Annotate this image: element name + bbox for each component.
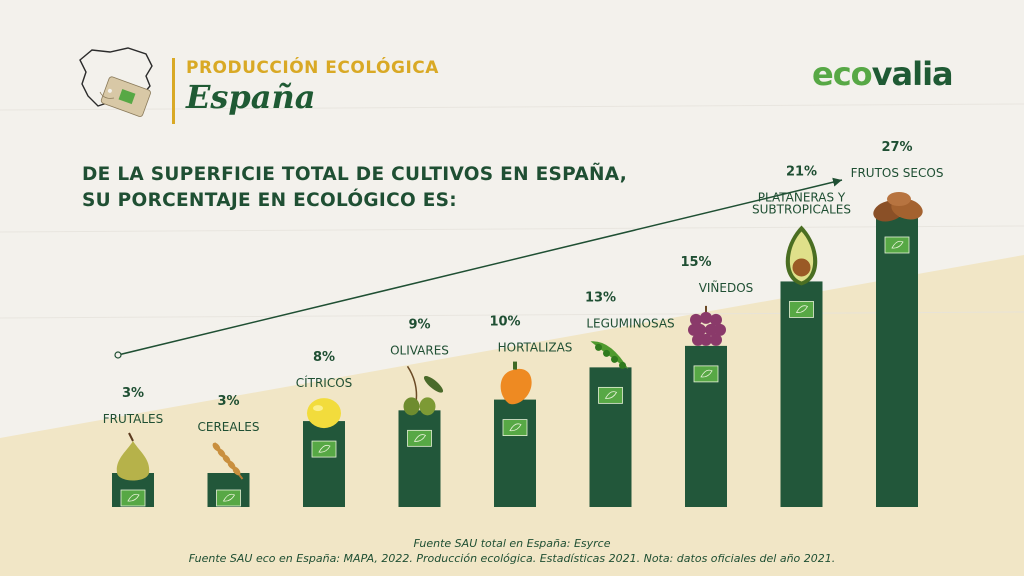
source-note-2: Fuente SAU eco en España: MAPA, 2022. Pr… xyxy=(188,552,836,565)
value-label: 3% xyxy=(122,386,144,401)
category-label: SUBTROPICALES xyxy=(752,202,851,216)
value-label: 21% xyxy=(786,164,817,179)
source-note-1: Fuente SAU total en España: Esyrce xyxy=(413,537,611,550)
spain-map-tag-icon xyxy=(79,47,153,117)
value-label: 3% xyxy=(217,394,239,409)
peas-icon xyxy=(590,341,629,370)
header-title: PRODUCCIÓN ECOLÓGICA xyxy=(186,58,439,78)
bar xyxy=(494,399,536,507)
wheat-icon xyxy=(212,442,244,480)
headline: DE LA SUPERFICIE TOTAL DE CULTIVOS EN ES… xyxy=(82,162,682,214)
bar-group: OLIVARES 9% xyxy=(390,317,449,507)
eu-organic-leaf-icon xyxy=(693,365,719,383)
value-label: 13% xyxy=(585,290,616,305)
eu-organic-leaf-icon xyxy=(120,489,146,507)
category-label: PLATANERAS Y xyxy=(758,190,846,204)
headline-line1: DE LA SUPERFICIE TOTAL DE CULTIVOS EN ES… xyxy=(82,164,628,185)
bar xyxy=(876,217,918,507)
category-label: FRUTOS SECOS xyxy=(851,166,944,180)
headline-line2: SU PORCENTAJE EN ECOLÓGICO ES: xyxy=(82,190,458,211)
category-label: OLIVARES xyxy=(390,343,449,357)
bar-group: VIÑEDOS 15% xyxy=(680,255,753,507)
bar-group: FRUTALES 3% xyxy=(103,386,164,507)
bar xyxy=(303,421,345,507)
grapes-icon xyxy=(688,305,726,346)
bar-group: CEREALES 3% xyxy=(198,394,260,507)
header-subtitle: España xyxy=(186,78,316,116)
bar-group: FRUTOS SECOS 27% xyxy=(851,140,944,507)
eu-organic-leaf-icon xyxy=(407,429,432,447)
bar-group: CÍTRICOS 8% xyxy=(296,350,353,507)
brand-logo-part2: valia xyxy=(871,55,954,93)
eu-organic-leaf-icon xyxy=(884,236,910,254)
trend-arrow xyxy=(114,177,843,359)
bar xyxy=(780,281,823,507)
category-label: FRUTALES xyxy=(103,412,164,426)
pear-icon xyxy=(116,432,150,481)
avocado-icon xyxy=(785,225,818,286)
category-label: VIÑEDOS xyxy=(699,280,754,295)
brand-logo: ecovalia xyxy=(812,55,954,93)
eu-organic-leaf-icon xyxy=(789,301,814,318)
bar-group: HORTALIZAS 10% xyxy=(489,315,572,507)
lemon-icon xyxy=(307,398,341,429)
bar-group: LEGUMINOSAS 13% xyxy=(585,290,675,507)
category-label: LEGUMINOSAS xyxy=(586,316,674,330)
category-label: HORTALIZAS xyxy=(498,341,573,355)
value-label: 15% xyxy=(680,255,711,270)
category-label: CÍTRICOS xyxy=(296,375,353,390)
olives-icon xyxy=(403,365,444,416)
almonds-icon xyxy=(873,192,923,222)
eu-organic-leaf-icon xyxy=(502,419,528,436)
eu-organic-leaf-icon xyxy=(216,489,241,507)
bar xyxy=(398,410,441,507)
value-label: 27% xyxy=(881,140,912,155)
eu-organic-leaf-icon xyxy=(598,386,623,404)
value-label: 9% xyxy=(408,317,430,332)
eu-organic-leaf-icon xyxy=(311,440,337,458)
category-label: CEREALES xyxy=(198,420,260,434)
pepper-icon xyxy=(500,361,532,405)
value-label: 8% xyxy=(313,350,335,365)
header-divider xyxy=(172,58,175,124)
brand-logo-part1: eco xyxy=(812,55,873,93)
value-label: 10% xyxy=(489,315,520,330)
